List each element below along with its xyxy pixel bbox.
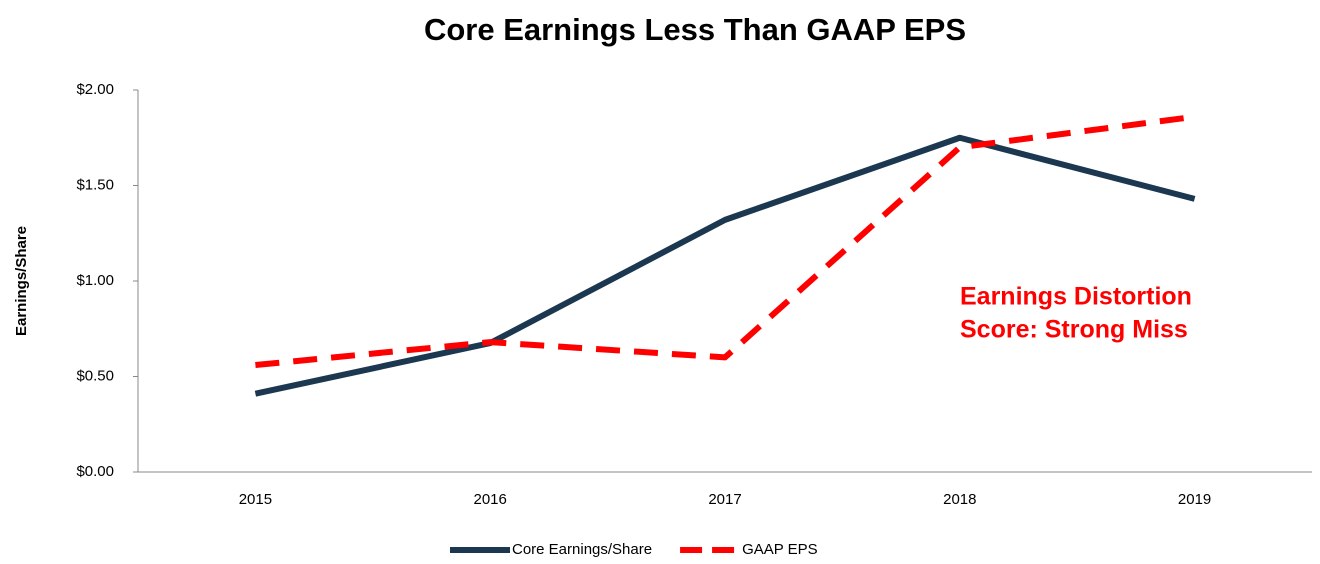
x-tick-label: 2015	[239, 491, 272, 508]
x-tick-label: 2018	[943, 491, 976, 508]
y-tick-label: $2.00	[76, 81, 114, 98]
series-line	[254, 134, 1196, 397]
series-line	[255, 113, 1195, 369]
annotation: Earnings Distortion	[960, 283, 1192, 311]
x-tick-label: 2017	[708, 491, 741, 508]
y-axis-label: Earnings/Share	[13, 226, 30, 336]
x-tick-label: 2019	[1178, 491, 1211, 508]
legend-label: Core Earnings/Share	[512, 541, 652, 558]
y-tick-label: $0.50	[76, 367, 114, 384]
chart-title: Core Earnings Less Than GAAP EPS	[424, 12, 966, 47]
y-tick-label: $1.00	[76, 272, 114, 289]
legend-label: GAAP EPS	[742, 541, 818, 558]
y-tick-label: $0.00	[76, 463, 114, 480]
x-tick-label: 2016	[474, 491, 507, 508]
annotation: Score: Strong Miss	[960, 316, 1188, 344]
y-tick-label: $1.50	[76, 176, 114, 193]
